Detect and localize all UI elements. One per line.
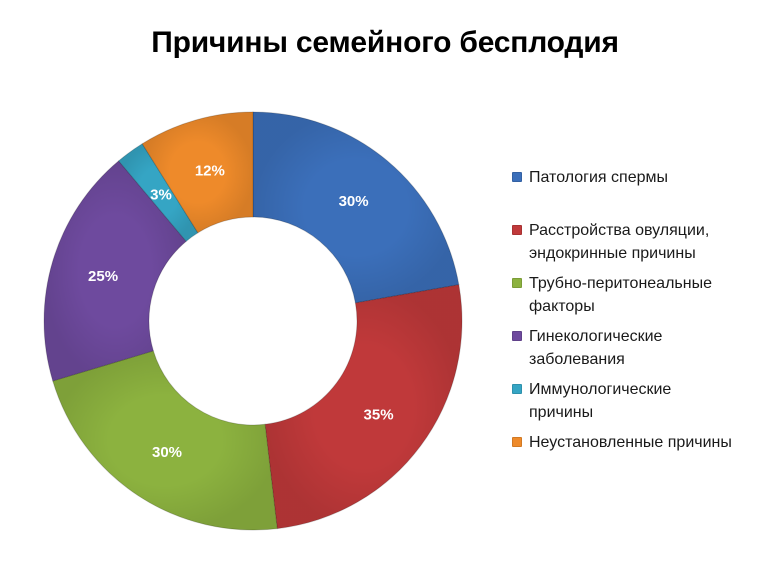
legend-item-immunological: Иммунологические причины [512, 378, 671, 424]
legend-item-gynecological: Гинекологические заболевания [512, 325, 662, 371]
legend-marker-icon [512, 437, 522, 447]
data-label-ovulation-disorders: 35% [364, 406, 394, 423]
donut-slices [43, 111, 463, 531]
data-label-immunological: 3% [150, 186, 172, 203]
slice-shading [118, 143, 198, 242]
legend-label: Патология спермы [529, 169, 668, 186]
data-label-unexplained: 12% [195, 163, 225, 180]
slice-shading [44, 160, 187, 381]
legend-item-tubal-peritoneal: Трубно-перитонеальные факторы [512, 272, 712, 318]
legend-label: Гинекологические заболевания [529, 328, 663, 368]
legend-label: Иммунологические причины [529, 381, 672, 421]
legend-label: Трубно-перитонеальные факторы [529, 275, 712, 315]
donut-data-labels: 30% 35% 30% 25% 3% 12% [88, 163, 393, 461]
data-label-tubal-peritoneal: 30% [152, 444, 182, 461]
data-label-gynecological: 25% [88, 268, 118, 285]
chart-title: Причины семейного бесплодия [151, 26, 619, 59]
legend-marker-icon [512, 331, 522, 341]
legend-item-sperm-pathology: Патология спермы [512, 166, 668, 189]
slice-shading [52, 350, 278, 530]
slice-shading [265, 284, 462, 529]
legend-label: Неустановленные причины [529, 434, 732, 451]
legend-marker-icon [512, 225, 522, 235]
data-label-sperm-pathology: 30% [339, 193, 369, 210]
slice-shading [253, 112, 459, 303]
legend-item-unexplained: Неустановленные причины [512, 431, 732, 454]
legend-marker-icon [512, 172, 522, 182]
legend-label: Расстройства овуляции, эндокринные причи… [529, 222, 710, 262]
slice-shading [142, 112, 253, 233]
legend-marker-icon [512, 278, 522, 288]
legend-item-ovulation-disorders: Расстройства овуляции, эндокринные причи… [512, 219, 709, 265]
legend-marker-icon [512, 384, 522, 394]
